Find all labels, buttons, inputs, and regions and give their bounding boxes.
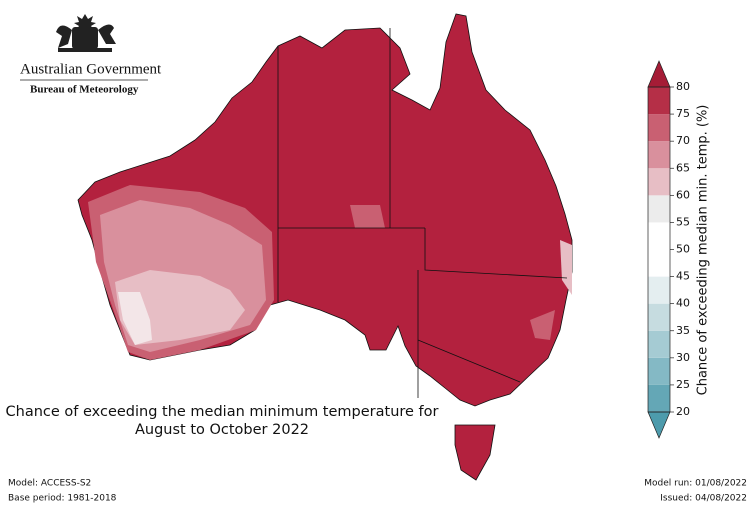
- colorbar-band: [648, 384, 670, 412]
- colorbar-tick-label: 25: [676, 378, 690, 391]
- colorbar-tick-label: 55: [676, 215, 690, 228]
- colorbar-under: [647, 411, 671, 439]
- colorbar-tick-label: 50: [676, 243, 690, 256]
- agency-name: Australian Government: [20, 61, 162, 77]
- colorbar-label: Chance of exceeding median min. temp. (%…: [696, 105, 711, 396]
- colorbar-band: [648, 330, 670, 358]
- caption-line: Chance of exceeding the median minimum t…: [6, 404, 439, 420]
- colorbar-band: [648, 357, 670, 385]
- colorbar-tick-label: 40: [676, 297, 690, 310]
- colorbar-band: [648, 249, 670, 277]
- australia: [77, 13, 573, 481]
- colorbar-tick-label: 80: [676, 80, 690, 93]
- footer-model-run: Model run: 01/08/2022: [644, 479, 747, 489]
- colorbar-tick-label: 75: [676, 107, 690, 120]
- colorbar-band: [648, 141, 670, 169]
- colorbar-band: [648, 276, 670, 304]
- caption-line: August to October 2022: [135, 422, 309, 438]
- footer-issued: Issued: 04/08/2022: [660, 494, 747, 504]
- coat-of-arms: [56, 14, 116, 52]
- footer-base-period: Base period: 1981-2018: [8, 494, 117, 504]
- footer-model: Model: ACCESS-S2: [8, 479, 91, 489]
- colorbar-band: [648, 303, 670, 331]
- colorbar-band: [648, 222, 670, 250]
- colorbar-tick-label: 45: [676, 270, 690, 283]
- colorbar-band: [648, 87, 670, 115]
- bureau-name: Bureau of Meteorology: [30, 84, 139, 96]
- colorbar-band: [648, 168, 670, 196]
- colorbar-tick-label: 60: [676, 188, 690, 201]
- colorbar-tick-label: 65: [676, 161, 690, 174]
- colorbar-tick-label: 20: [676, 405, 690, 418]
- colorbar-band: [648, 195, 670, 223]
- colorbar-tick-label: 30: [676, 351, 690, 364]
- colorbar-tick-label: 70: [676, 134, 690, 147]
- colorbar-tick-label: 35: [676, 324, 690, 337]
- colorbar-over: [647, 60, 671, 88]
- colorbar-band: [648, 114, 670, 142]
